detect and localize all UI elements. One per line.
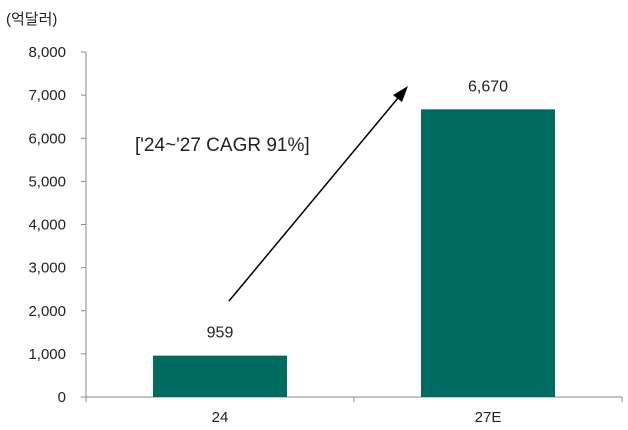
bar bbox=[153, 355, 287, 397]
y-axis-unit-label: (억달러) bbox=[6, 11, 57, 28]
cagr-annotation: ['24~'27 CAGR 91%] bbox=[135, 135, 310, 156]
data-labels: 959 6,670 bbox=[207, 78, 508, 341]
y-tick-label: 2,000 bbox=[28, 303, 66, 320]
y-tick-label: 8,000 bbox=[28, 44, 66, 61]
y-tick-label: 4,000 bbox=[28, 217, 66, 234]
cagr-arrow-head bbox=[393, 86, 408, 102]
y-tick-label: 6,000 bbox=[28, 130, 66, 147]
cagr-arrow bbox=[228, 86, 408, 302]
y-tick-label: 0 bbox=[58, 389, 66, 406]
x-category-label: 27E bbox=[475, 409, 502, 426]
bar bbox=[421, 109, 555, 397]
y-tick-label: 7,000 bbox=[28, 87, 66, 104]
x-category-label: 24 bbox=[212, 409, 229, 426]
bar-data-label: 959 bbox=[207, 325, 234, 342]
bar-data-label: 6,670 bbox=[468, 78, 508, 95]
y-tick-label: 5,000 bbox=[28, 173, 66, 190]
y-tick-label: 1,000 bbox=[28, 346, 66, 363]
cagr-arrow-shaft bbox=[228, 97, 399, 302]
y-axis: 0 1,000 2,000 3,000 4,000 5,000 6,000 7,000 8,00… bbox=[28, 44, 87, 406]
bars bbox=[153, 109, 555, 397]
y-tick-label: 3,000 bbox=[28, 260, 66, 277]
x-axis: 24 27E bbox=[85, 396, 623, 426]
